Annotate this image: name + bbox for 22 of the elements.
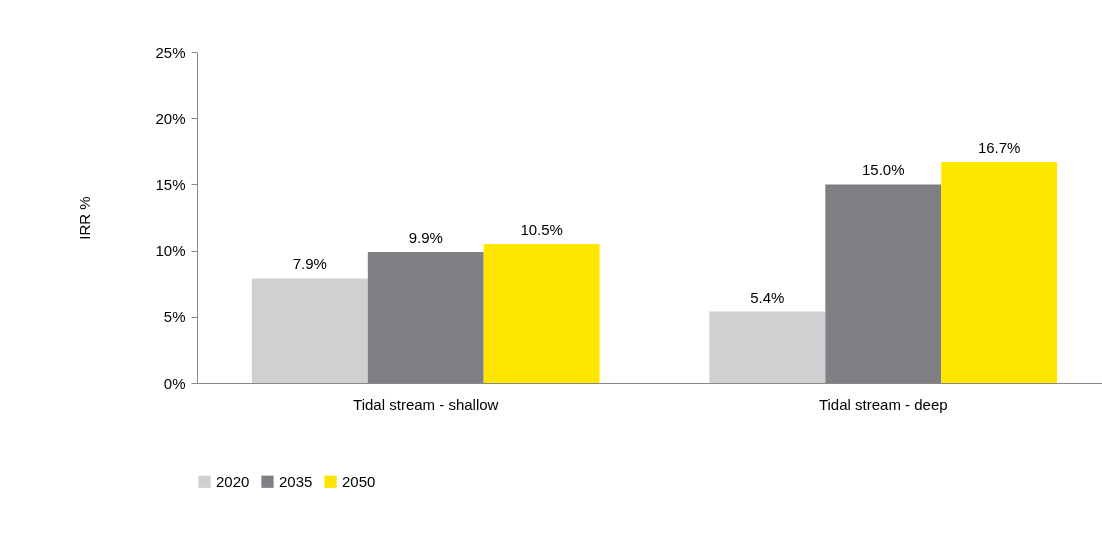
bar	[251, 278, 368, 383]
data-label: 16.7%	[977, 138, 1021, 156]
y-tick-label: 15%	[155, 175, 186, 193]
x-tick-label: Tidal stream - deep	[818, 395, 948, 413]
y-tick-label: 20%	[155, 109, 186, 127]
y-tick-label: 10%	[155, 242, 186, 260]
legend-label: 2020	[216, 472, 250, 490]
x-tick-label: Tidal stream - shallow	[353, 395, 499, 413]
bar	[941, 161, 1058, 383]
data-label: 10.5%	[520, 220, 563, 238]
y-tick-label: 25%	[155, 43, 186, 61]
data-label: 7.9%	[292, 255, 327, 273]
data-label: 5.4%	[750, 288, 785, 306]
y-axis-title: IRR %	[76, 196, 94, 240]
bar	[709, 311, 826, 383]
legend-label: 2035	[279, 472, 313, 490]
legend-label: 2050	[342, 472, 376, 490]
data-label: 9.9%	[408, 228, 443, 246]
y-tick-label: 0%	[163, 374, 186, 392]
y-tick-label: 5%	[163, 308, 186, 326]
bar	[483, 243, 600, 383]
data-label: 15.0%	[861, 161, 905, 179]
